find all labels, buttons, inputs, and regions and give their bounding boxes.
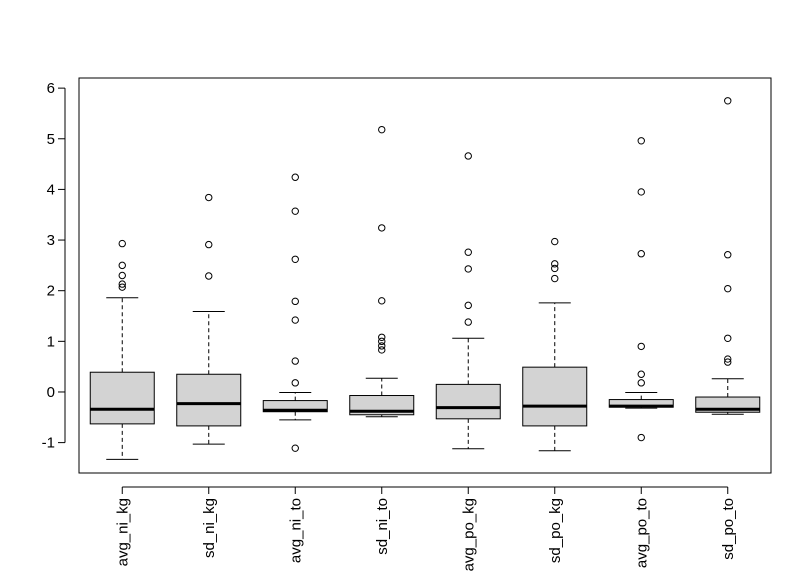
outlier-point [724,284,732,293]
x-tick-label: sd_ni_to [374,498,391,555]
outlier-point [637,342,645,351]
x-tick-label: sd_ni_kg [201,498,218,558]
outlier-point [464,248,472,256]
outlier-point [551,237,559,246]
boxplot-avg_ni_kg [89,239,155,460]
outlier-point [637,250,645,258]
boxplot-avg_po_to [608,137,674,442]
outlier-point [378,346,386,354]
outlier-point [637,188,645,196]
outlier-point [551,264,559,273]
outlier-point [205,193,213,202]
boxplot-sd_po_to [695,97,761,415]
outlier-point [118,283,126,291]
y-tick-label: 3 [47,232,55,249]
outlier-point [378,337,386,346]
y-axis: -1 0 1 2 3 4 5 6 [42,80,66,452]
outlier-point [291,357,299,365]
outlier-point [551,274,559,283]
box-iqr [89,371,155,425]
box-iqr [435,383,501,420]
box-iqr [176,373,242,427]
outlier-point [637,370,645,378]
outlier-point [291,379,299,387]
outlier-point [724,355,732,363]
x-tick-label: avg_ni_kg [114,498,131,566]
outlier-point [464,152,472,160]
outlier-point [378,224,386,232]
outlier-point [724,334,732,342]
outlier-point [464,318,472,326]
outlier-point [637,379,645,387]
x-axis: avg_ni_kg sd_ni_kg avg_ni_to sd_ni_to avg_po… [114,486,737,571]
y-tick-label: 1 [47,333,55,350]
boxplot-sd_ni_to [349,125,415,418]
outlier-point [291,173,299,181]
x-tick-label: avg_ni_to [287,498,304,563]
outlier-point [464,265,472,273]
outlier-point [205,272,213,280]
x-tick-label: sd_po_to [720,498,737,560]
outlier-point [118,271,126,280]
x-tick-label: avg_po_to [633,498,650,568]
box-iqr [522,366,588,427]
outlier-point [378,333,386,341]
x-tick-label: avg_po_kg [460,498,477,571]
outlier-point [378,297,386,305]
boxplot-avg_ni_to [262,173,328,452]
outlier-point [637,137,645,145]
y-tick-label: 4 [47,181,55,198]
x-tick-label: sd_po_kg [547,498,564,563]
outlier-point [724,358,732,366]
outlier-point [724,251,732,259]
outlier-point [724,97,732,105]
outlier-point [378,342,386,350]
outlier-point [378,125,386,134]
boxplot-avg_po_kg [435,152,501,450]
boxplot-sd_po_kg [522,237,588,452]
plot-frame [78,77,772,474]
box-iqr [262,400,328,413]
outlier-point [291,444,299,452]
outlier-point [291,207,299,215]
outlier-point [637,433,645,442]
outlier-point [118,239,126,248]
outlier-point [291,255,299,263]
y-tick-label: 0 [47,384,55,401]
y-tick-label: -1 [42,435,55,452]
outlier-point [291,316,299,324]
outlier-point [205,240,213,249]
boxes-group [89,97,761,460]
outlier-point [291,297,299,306]
outlier-point [551,260,559,268]
y-tick-label: 6 [47,80,55,97]
y-tick-label: 2 [47,283,55,300]
outlier-point [464,301,472,310]
outlier-point [118,280,126,288]
outlier-point [118,261,126,270]
boxplot-sd_ni_kg [176,193,242,445]
plot-border [78,77,772,474]
y-tick-label: 5 [47,131,55,148]
